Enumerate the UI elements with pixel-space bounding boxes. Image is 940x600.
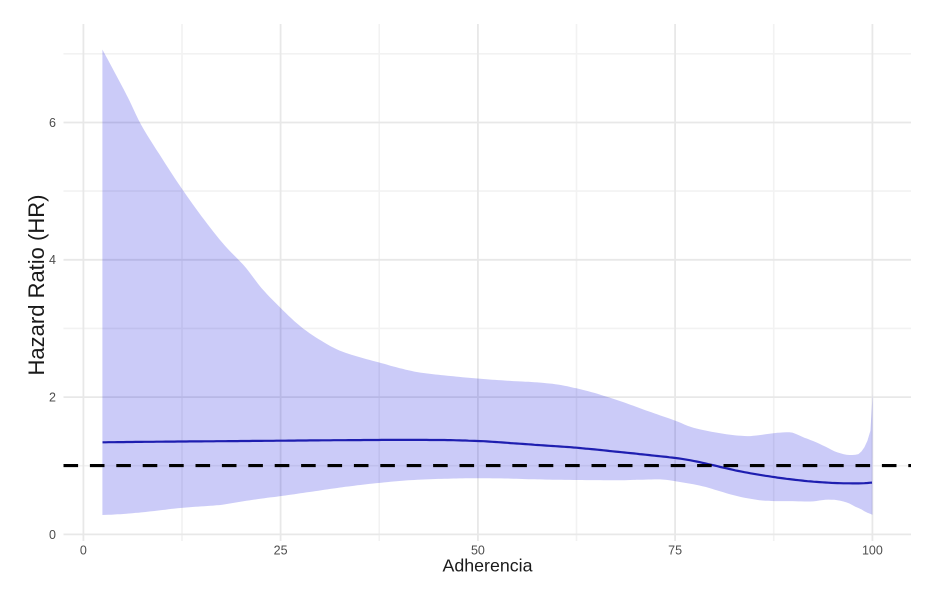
svg-text:6: 6 — [49, 116, 56, 130]
svg-text:50: 50 — [471, 544, 485, 558]
svg-text:0: 0 — [49, 528, 56, 542]
svg-text:Adherencia: Adherencia — [443, 556, 533, 576]
svg-text:25: 25 — [274, 544, 288, 558]
svg-text:0: 0 — [80, 544, 87, 558]
svg-text:2: 2 — [49, 391, 56, 405]
svg-text:100: 100 — [862, 544, 883, 558]
svg-text:75: 75 — [668, 544, 682, 558]
svg-text:Hazard Ratio (HR): Hazard Ratio (HR) — [24, 195, 49, 376]
svg-text:4: 4 — [49, 253, 56, 267]
